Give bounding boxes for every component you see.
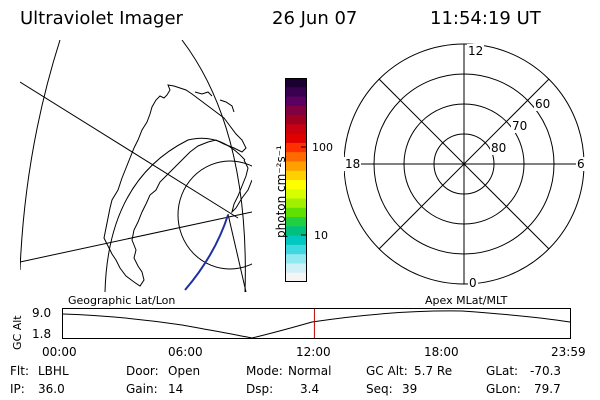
colorbar-stripe <box>285 235 307 246</box>
door-value: Open <box>168 364 201 378</box>
timeline-tick-1200: 12:00 <box>296 345 331 359</box>
meridian-line-c <box>227 213 247 292</box>
mode-value: Normal <box>288 364 332 378</box>
altitude-curve <box>62 310 571 339</box>
gain-label: Gain: <box>126 382 158 396</box>
colorbar-stripe <box>285 226 307 237</box>
gcalt-tick-max: 9.0 <box>32 306 52 320</box>
colorbar-stripe <box>285 142 307 153</box>
dsp-value: 3.4 <box>300 382 320 396</box>
ip-label: IP: <box>10 382 25 396</box>
colorbar-stripe <box>285 133 307 144</box>
glon-label: GLon: <box>486 382 521 396</box>
colorbar-stripe <box>285 78 307 88</box>
colorbar-stripe <box>285 170 307 181</box>
meridian-line-b <box>20 211 252 263</box>
colorbar-stripe <box>285 152 307 163</box>
time-readout: 11:54:19 UT <box>430 8 541 29</box>
colorbar-stripe <box>285 87 307 98</box>
altitude-timeline-plot <box>62 308 571 339</box>
mlt-label-6: 6 <box>576 157 586 171</box>
colorbar-stripe <box>285 124 307 135</box>
colorbar-stripe <box>285 272 307 282</box>
polar-diagonal-b <box>378 78 550 250</box>
mlt-label-18: 18 <box>344 157 362 171</box>
colorbar-stripe <box>285 161 307 172</box>
mlat-label-80: 80 <box>490 141 508 155</box>
colorbar-stripe <box>285 96 307 107</box>
glat-label: GLat: <box>486 364 519 378</box>
latitude-circle-inner <box>177 160 252 270</box>
colorbar-stripe <box>285 189 307 200</box>
gcalt-axis-label: GC Alt <box>11 315 24 350</box>
colorbar-stripe <box>285 217 307 227</box>
satellite-ground-track <box>184 214 229 291</box>
flt-label: Flt: <box>10 364 29 378</box>
timeline-tick-0000: 00:00 <box>42 345 77 359</box>
meridian-line-a <box>20 81 239 219</box>
glon-value: 79.7 <box>534 382 561 396</box>
glat-value: -70.3 <box>530 364 562 378</box>
gcalt-label: GC Alt: <box>366 364 408 378</box>
date-readout: 26 Jun 07 <box>272 8 358 29</box>
longitude-line-outer <box>20 40 61 271</box>
colorbar-tick-100: 100 <box>312 141 333 154</box>
polar-mlat-mlt-plot <box>344 43 585 285</box>
timeline-tick-2359: 23:59 <box>551 345 586 359</box>
longitude-arc-right <box>181 40 246 292</box>
dsp-label: Dsp: <box>246 382 274 396</box>
app-title: Ultraviolet Imager <box>20 8 183 29</box>
timeline-tick-0600: 06:00 <box>168 345 203 359</box>
seq-value: 39 <box>402 382 418 396</box>
colorbar-stripe <box>285 254 307 265</box>
colorbar-stripe <box>285 115 307 125</box>
gcalt-value: 5.7 Re <box>414 364 453 378</box>
colorbar-stripe <box>285 244 307 255</box>
mode-label: Mode: <box>246 364 283 378</box>
flt-value: LBHL <box>38 364 69 378</box>
mlat-label-60: 60 <box>534 97 552 111</box>
timeline-tick-1800: 18:00 <box>424 345 459 359</box>
colorbar-unit-label: photon cm⁻²s⁻¹ <box>274 145 288 238</box>
coastline-islands <box>194 91 252 214</box>
intensity-colorbar <box>285 78 307 282</box>
colorbar-stripe <box>285 207 307 218</box>
coastline-outline <box>103 84 247 287</box>
apex-panel-label: Apex MLat/MLT <box>425 294 508 307</box>
geographic-panel-label: Geographic Lat/Lon <box>68 294 176 307</box>
door-label: Door: <box>126 364 159 378</box>
mlat-label-70: 70 <box>511 119 529 133</box>
seq-label: Seq: <box>366 382 393 396</box>
mlt-label-0: 0 <box>468 276 478 290</box>
colorbar-tick-10: 10 <box>314 229 328 242</box>
colorbar-stripe <box>285 180 307 190</box>
colorbar-stripe <box>285 105 307 116</box>
gcalt-tick-min: 1.8 <box>32 327 52 341</box>
mlt-label-12: 12 <box>467 44 485 58</box>
gain-value: 14 <box>168 382 184 396</box>
colorbar-stripe <box>285 263 307 274</box>
colorbar-stripe <box>285 198 307 209</box>
geographic-map <box>20 40 252 292</box>
ip-value: 36.0 <box>38 382 65 396</box>
